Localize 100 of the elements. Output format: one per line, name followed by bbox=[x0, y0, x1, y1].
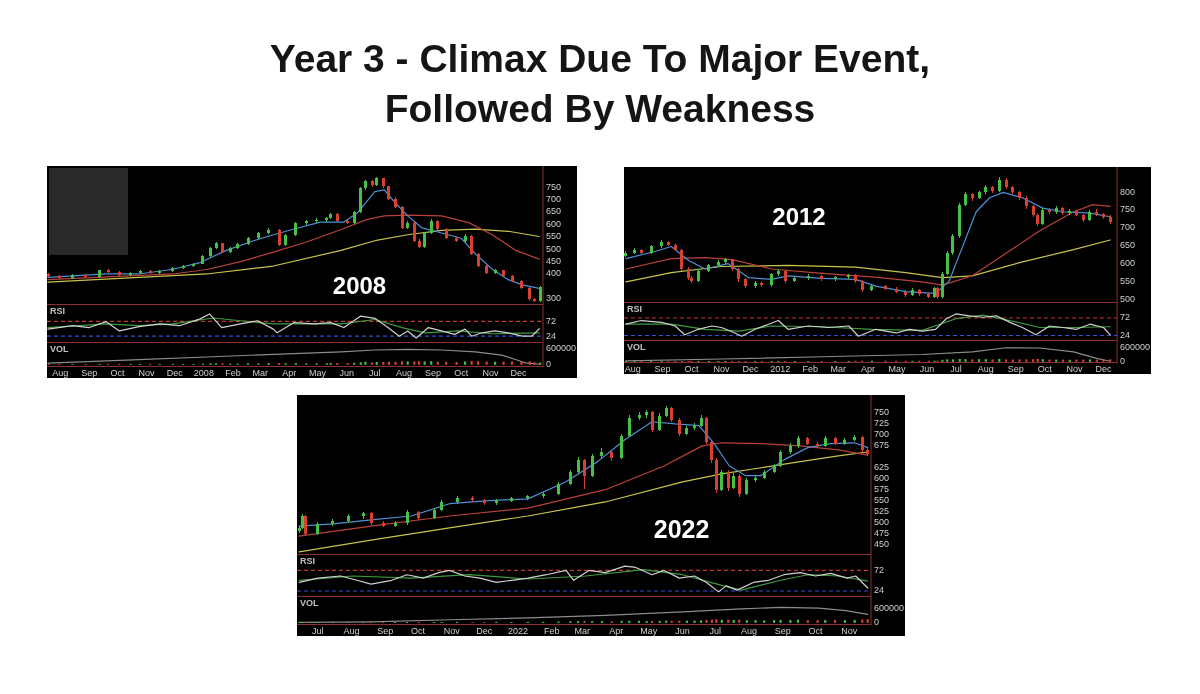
y-tick-label: 400 bbox=[546, 268, 562, 279]
x-tick-label: Nov bbox=[443, 625, 461, 636]
x-tick-label: Jul bbox=[311, 625, 324, 636]
y-tick-label: 650 bbox=[546, 206, 562, 217]
y-tick-label: 675 bbox=[874, 439, 890, 450]
x-tick-label: Sep bbox=[377, 625, 394, 636]
x-tick-label: Jun bbox=[339, 367, 354, 378]
x-tick-label: 2022 bbox=[508, 625, 529, 636]
x-tick-label: Oct bbox=[1037, 363, 1053, 374]
x-tick-label: Dec bbox=[1095, 363, 1112, 374]
y-tick-label: 800 bbox=[1120, 186, 1136, 197]
y-tick-label: 0 bbox=[546, 358, 552, 369]
chart-title: RSI bbox=[300, 555, 316, 566]
x-tick-label: Sep bbox=[425, 367, 442, 378]
y-tick-label: 500 bbox=[546, 243, 562, 254]
y-tick-label: 600000 bbox=[874, 603, 905, 614]
y-tick-label: 500 bbox=[1120, 293, 1136, 304]
y-tick-label: 600000 bbox=[1120, 342, 1151, 353]
y-tick-label: 600 bbox=[874, 472, 890, 483]
x-tick-label: Dec bbox=[510, 367, 528, 378]
x-tick-label: Oct bbox=[410, 625, 426, 636]
y-tick-label: 550 bbox=[874, 494, 890, 505]
x-tick-label: Jun bbox=[675, 625, 690, 636]
y-tick-label: 600000 bbox=[546, 342, 577, 353]
text: Year 3 - Climax Due To Major Event, Followed By Weakness bbox=[268, 36, 932, 132]
y-tick-label: 700 bbox=[546, 193, 562, 204]
x-tick-label: Oct bbox=[454, 367, 469, 378]
x-tick-label: Mar bbox=[574, 625, 591, 636]
chart-title: VOL bbox=[50, 343, 69, 354]
y-tick-label: 24 bbox=[874, 585, 885, 596]
x-tick-label: Jun bbox=[919, 363, 935, 374]
y-tick-label: 750 bbox=[1120, 204, 1136, 215]
y-tick-label: 300 bbox=[546, 293, 562, 304]
y-tick-label: 575 bbox=[874, 483, 890, 494]
x-tick-label: Nov bbox=[482, 367, 499, 378]
x-tick-label: Mar bbox=[252, 367, 268, 378]
x-tick-label: Sep bbox=[654, 363, 671, 374]
x-tick-label: Nov bbox=[713, 363, 730, 374]
x-tick-label: Feb bbox=[225, 367, 241, 378]
x-tick-label: Apr bbox=[609, 625, 624, 636]
x-tick-label: Jul bbox=[709, 625, 721, 636]
x-tick-label: Sep bbox=[81, 367, 98, 378]
y-tick-label: 700 bbox=[874, 428, 890, 439]
x-tick-label: 2012 bbox=[770, 363, 791, 374]
y-tick-label: 625 bbox=[874, 461, 890, 472]
y-tick-label: 24 bbox=[546, 330, 557, 341]
x-tick-label: Aug bbox=[977, 363, 994, 374]
x-tick-label: Aug bbox=[395, 367, 412, 378]
y-tick-label: 750 bbox=[874, 407, 890, 418]
y-tick-label: 24 bbox=[1120, 330, 1131, 340]
annotation: 2012 bbox=[772, 202, 826, 230]
y-tick-label: 650 bbox=[1120, 240, 1136, 251]
x-tick-label: May bbox=[888, 363, 907, 374]
chart-title: RSI bbox=[50, 305, 66, 316]
annotation: 2022 bbox=[653, 514, 710, 543]
y-tick-label: 500 bbox=[874, 516, 890, 527]
x-tick-label: Feb bbox=[802, 363, 818, 374]
x-tick-label: Dec bbox=[476, 625, 493, 636]
x-tick-label: Nov bbox=[138, 367, 156, 378]
y-tick-label: 0 bbox=[874, 617, 880, 628]
x-tick-label: Jul bbox=[950, 363, 962, 374]
x-tick-label: Dec bbox=[742, 363, 759, 374]
x-tick-label: Aug bbox=[343, 625, 360, 636]
y-tick-label: 0 bbox=[1120, 355, 1126, 366]
y-tick-label: 72 bbox=[546, 315, 557, 326]
x-tick-label: Aug bbox=[52, 367, 69, 378]
y-tick-label: 475 bbox=[874, 527, 890, 538]
x-tick-label: Sep bbox=[774, 625, 791, 636]
chart-title: VOL bbox=[627, 341, 646, 352]
y-tick-label: 525 bbox=[874, 505, 890, 516]
y-tick-label: 72 bbox=[874, 564, 885, 575]
x-tick-label: Oct bbox=[110, 367, 125, 378]
x-tick-label: Oct bbox=[684, 363, 700, 374]
chart-title: RSI bbox=[627, 303, 643, 314]
x-tick-label: May bbox=[309, 367, 327, 378]
x-tick-label: May bbox=[640, 625, 658, 636]
y-tick-label: 72 bbox=[1120, 312, 1131, 323]
annotation: 2008 bbox=[332, 271, 387, 299]
x-tick-label: Feb bbox=[544, 625, 560, 636]
y-tick-label: 600 bbox=[546, 218, 562, 229]
x-tick-label: Nov bbox=[1066, 363, 1084, 374]
x-tick-label: Aug bbox=[741, 625, 758, 636]
x-tick-label: Nov bbox=[841, 625, 858, 636]
x-tick-label: Dec bbox=[166, 367, 184, 378]
x-tick-label: 2008 bbox=[193, 367, 214, 378]
y-tick-label: 600 bbox=[1120, 258, 1136, 269]
chart-title: VOL bbox=[300, 597, 319, 608]
y-tick-label: 450 bbox=[546, 256, 562, 267]
y-tick-label: 725 bbox=[874, 417, 890, 428]
y-tick-label: 550 bbox=[546, 231, 562, 242]
y-tick-label: 450 bbox=[874, 538, 890, 549]
x-tick-label: Jul bbox=[369, 367, 381, 378]
x-tick-label: Aug bbox=[624, 363, 641, 374]
x-tick-label: Oct bbox=[808, 625, 823, 636]
x-tick-label: Mar bbox=[830, 363, 846, 374]
y-tick-label: 550 bbox=[1120, 276, 1136, 287]
y-tick-label: 700 bbox=[1120, 222, 1136, 233]
y-tick-label: 750 bbox=[546, 181, 562, 192]
x-tick-label: Sep bbox=[1007, 363, 1024, 374]
x-tick-label: Apr bbox=[282, 367, 297, 378]
